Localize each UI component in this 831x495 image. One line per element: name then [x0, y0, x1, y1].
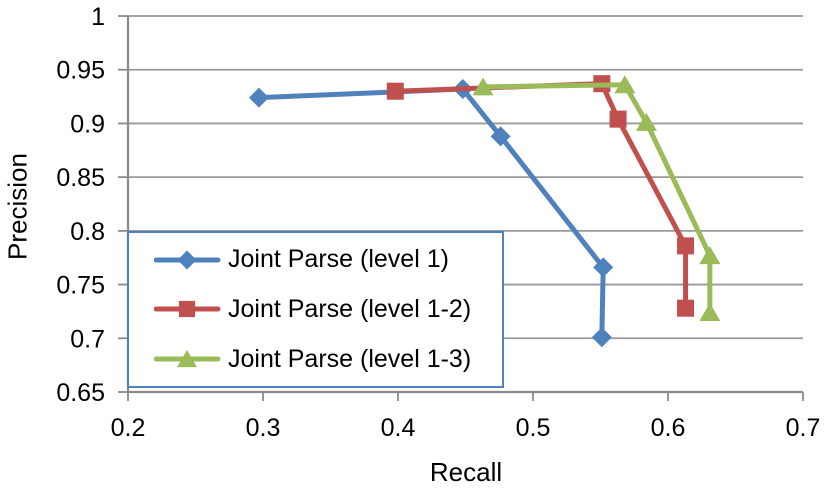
legend-marker-diamond-icon: [154, 250, 221, 270]
svg-text:0.8: 0.8: [70, 218, 105, 246]
y-tick-labels: 0.65 0.7 0.75 0.8 0.85 0.9 0.95 1: [56, 3, 105, 407]
x-tick-labels: 0.2 0.3 0.4 0.5 0.6 0.7: [111, 414, 821, 442]
legend-item-level-1-2: Joint Parse (level 1-2): [129, 285, 502, 333]
legend-marker-square-icon: [154, 301, 221, 318]
x-axis-title: Recall: [429, 457, 503, 487]
legend-item-level-1: Joint Parse (level 1): [129, 236, 502, 284]
svg-text:0.2: 0.2: [111, 414, 146, 442]
svg-text:0.85: 0.85: [56, 164, 105, 192]
svg-text:0.65: 0.65: [56, 379, 105, 407]
y-axis-title: Precision: [2, 153, 33, 260]
series-joint-parse-level-1-3: [472, 75, 721, 322]
legend-item-level-1-3: Joint Parse (level 1-3): [129, 335, 502, 383]
legend-label-level-1: Joint Parse (level 1): [228, 245, 449, 274]
legend-label-level-1-2: Joint Parse (level 1-2): [228, 294, 472, 323]
svg-text:0.5: 0.5: [516, 414, 551, 442]
svg-text:0.4: 0.4: [381, 414, 416, 442]
x-ticks: [127, 392, 804, 401]
svg-text:1: 1: [91, 3, 105, 31]
legend: Joint Parse (level 1) Joint Parse (level…: [127, 231, 504, 388]
svg-text:0.95: 0.95: [56, 57, 105, 85]
svg-text:0.3: 0.3: [246, 414, 281, 442]
legend-marker-triangle-icon: [154, 350, 221, 368]
svg-text:0.75: 0.75: [56, 272, 105, 300]
svg-text:0.7: 0.7: [70, 325, 105, 353]
svg-text:0.6: 0.6: [651, 414, 686, 442]
legend-label-level-1-3: Joint Parse (level 1-3): [228, 344, 472, 373]
svg-text:0.9: 0.9: [70, 110, 105, 138]
y-ticks: [118, 15, 128, 393]
svg-text:0.7: 0.7: [786, 414, 821, 442]
